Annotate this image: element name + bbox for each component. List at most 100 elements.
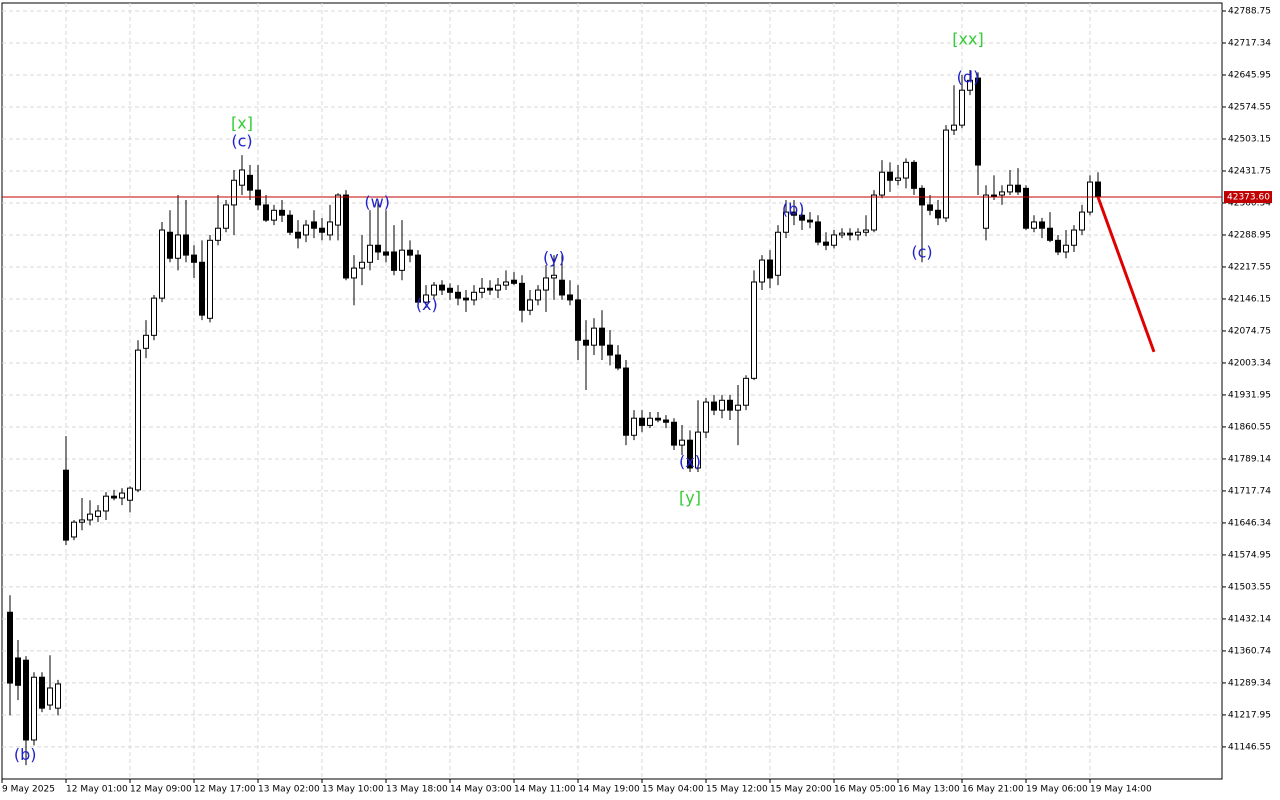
candle-body xyxy=(639,417,645,426)
candle-body xyxy=(375,244,381,253)
candle-body xyxy=(607,344,613,356)
candle-body xyxy=(287,214,293,233)
candle-body xyxy=(119,492,125,499)
candle-body xyxy=(191,254,197,263)
candle-body xyxy=(551,274,557,279)
candle-body xyxy=(183,234,189,256)
candle-body xyxy=(703,401,709,433)
candle-body xyxy=(879,171,885,196)
candle-body xyxy=(207,239,213,319)
x-tick-label: 16 May 21:00 xyxy=(962,785,1024,795)
candle-body xyxy=(911,161,917,189)
candle-body xyxy=(975,77,981,166)
y-tick-label: 42217.55 xyxy=(1228,262,1271,272)
wave-label: [y] xyxy=(679,488,701,507)
candle-body xyxy=(95,510,101,517)
x-tick-label: 12 May 09:00 xyxy=(130,785,192,795)
y-tick-label: 42788.75 xyxy=(1228,6,1271,16)
candle-body xyxy=(143,334,149,349)
candle-body xyxy=(319,227,325,233)
x-tick-label: 14 May 03:00 xyxy=(450,785,512,795)
y-tick-label: 41360.74 xyxy=(1228,646,1271,656)
candle-body xyxy=(247,174,253,191)
candle-body xyxy=(519,282,525,311)
candle-body xyxy=(71,521,77,538)
candle-body xyxy=(223,204,229,229)
candle-body xyxy=(335,194,341,226)
y-tick-label: 41574.95 xyxy=(1228,550,1271,560)
candle-body xyxy=(823,241,829,246)
x-tick-label: 13 May 18:00 xyxy=(386,785,448,795)
candle-body xyxy=(855,231,861,236)
candle-body xyxy=(279,209,285,216)
x-tick-label: 9 May 2025 xyxy=(2,785,55,795)
y-tick-label: 42360.34 xyxy=(1228,198,1271,208)
y-tick-label: 42503.15 xyxy=(1228,134,1271,144)
candle-body xyxy=(631,417,637,436)
wave-label: (x) xyxy=(416,295,438,314)
x-tick-label: 16 May 13:00 xyxy=(898,785,960,795)
candle-body xyxy=(415,254,421,303)
y-tick-label: 42288.95 xyxy=(1228,230,1271,240)
candle-body xyxy=(471,291,477,301)
candle-body xyxy=(327,221,333,236)
candle-body xyxy=(311,221,317,229)
candle-body xyxy=(591,327,597,346)
candle-body xyxy=(599,327,605,346)
candle-body xyxy=(767,259,773,279)
wave-label: (d) xyxy=(957,68,980,87)
candle-body xyxy=(1071,229,1077,246)
candle-body xyxy=(23,659,29,741)
candle-body xyxy=(135,349,141,491)
x-tick-label: 15 May 12:00 xyxy=(706,785,768,795)
candle-body xyxy=(407,249,413,256)
candle-body xyxy=(487,287,493,291)
candle-body xyxy=(231,179,237,206)
candle-body xyxy=(847,232,853,236)
candle-body xyxy=(791,211,797,216)
candle-body xyxy=(39,676,45,709)
candle-body xyxy=(615,354,621,369)
candle-body xyxy=(367,244,373,263)
candle-body xyxy=(527,299,533,311)
y-tick-label: 41146.55 xyxy=(1228,742,1271,752)
candle-body xyxy=(199,261,205,316)
candle-body xyxy=(743,377,749,406)
candle-body xyxy=(951,124,957,131)
candle-body xyxy=(575,299,581,341)
candle-body xyxy=(1079,211,1085,231)
y-tick-label: 42074.75 xyxy=(1228,326,1271,336)
candle-body xyxy=(111,495,117,499)
candle-body xyxy=(567,294,573,301)
candle-body xyxy=(1063,244,1069,253)
candle-body xyxy=(439,284,445,291)
candle-body xyxy=(1023,187,1029,229)
wave-label: (b) xyxy=(782,199,805,218)
candle-body xyxy=(719,399,725,411)
x-tick-label: 19 May 06:00 xyxy=(1026,785,1088,795)
y-tick-label: 41717.74 xyxy=(1228,486,1271,496)
projection-line xyxy=(1096,196,1156,353)
candle-body xyxy=(543,277,549,291)
candle-body xyxy=(47,687,53,706)
candle-body xyxy=(887,171,893,181)
candle-body xyxy=(447,287,453,293)
candle-body xyxy=(215,227,221,241)
candle-body xyxy=(991,194,997,197)
price-label-bg xyxy=(1224,191,1272,204)
y-tick-label: 41503.55 xyxy=(1228,582,1271,592)
candle-body xyxy=(7,611,13,684)
candle-body xyxy=(79,519,85,523)
y-tick-label: 42003.34 xyxy=(1228,358,1271,368)
candle-body xyxy=(671,421,677,446)
candle-body xyxy=(983,194,989,229)
x-tick-label: 14 May 11:00 xyxy=(514,785,576,795)
y-tick-label: 41931.95 xyxy=(1228,390,1271,400)
x-tick-label: 19 May 14:00 xyxy=(1090,785,1152,795)
candle-body xyxy=(391,251,397,271)
candle-body xyxy=(151,297,157,336)
candle-body xyxy=(239,169,245,186)
candle-body xyxy=(927,204,933,211)
candle-body xyxy=(815,221,821,243)
